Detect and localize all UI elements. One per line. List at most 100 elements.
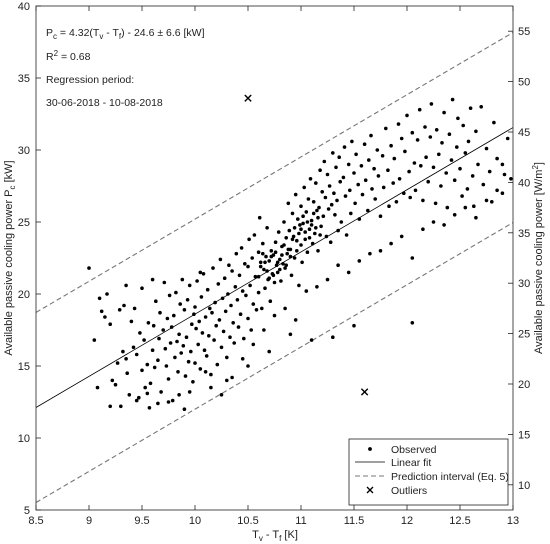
observed-point — [137, 395, 141, 400]
observed-point — [442, 223, 446, 227]
observed-point — [468, 106, 473, 110]
observed-point — [302, 185, 307, 190]
observed-point — [285, 251, 290, 256]
observed-point — [145, 391, 150, 396]
observed-point — [310, 241, 315, 246]
observed-point — [359, 164, 364, 168]
observed-point — [314, 226, 318, 230]
observed-point — [329, 202, 334, 207]
observed-point — [315, 208, 319, 213]
observed-point — [317, 205, 321, 210]
observed-point — [236, 325, 241, 329]
y-right-tick-label: 25 — [518, 329, 530, 341]
regression-period-label: Regression period: — [46, 74, 134, 86]
observed-point — [341, 175, 346, 180]
observed-point — [307, 227, 312, 231]
x-tick-label: 9 — [86, 515, 92, 527]
y-right-tick-label: 55 — [518, 26, 530, 38]
observed-point — [134, 398, 139, 403]
observed-point — [198, 270, 203, 275]
observed-point — [327, 184, 332, 188]
observed-point — [247, 237, 251, 242]
observed-point — [352, 323, 356, 328]
observed-point — [240, 357, 245, 361]
x-tick-label: 10 — [189, 515, 201, 527]
observed-point — [175, 339, 179, 344]
observed-point — [269, 254, 274, 259]
observed-point — [440, 141, 444, 145]
observed-point — [252, 233, 257, 237]
observed-point — [105, 292, 109, 296]
observed-point — [238, 312, 243, 317]
observed-point — [484, 198, 489, 203]
observed-point — [220, 296, 225, 301]
observed-point — [156, 358, 160, 363]
observed-point — [227, 263, 231, 268]
x-tick-label: 8.5 — [28, 515, 43, 527]
observed-point — [290, 211, 295, 216]
observed-point — [281, 262, 285, 266]
observed-point — [297, 231, 301, 236]
observed-point — [179, 351, 183, 355]
observed-point — [352, 171, 356, 175]
observed-point — [267, 349, 272, 354]
observed-point — [131, 345, 136, 350]
y-right-tick-label: 50 — [518, 77, 530, 89]
observed-point — [366, 208, 370, 213]
observed-point — [421, 198, 425, 203]
observed-point — [231, 321, 235, 325]
legend: Observed Linear fit Prediction interval … — [348, 438, 509, 506]
observed-point — [246, 264, 250, 269]
observed-point — [92, 338, 97, 342]
observed-point — [232, 341, 236, 345]
observed-point — [461, 123, 466, 128]
observed-point — [274, 263, 279, 268]
observed-point — [357, 259, 362, 263]
observed-point — [381, 185, 386, 190]
observed-point — [134, 352, 139, 357]
observed-point — [433, 201, 438, 206]
observed-point — [223, 309, 228, 314]
observed-point — [389, 143, 393, 148]
observed-point — [333, 213, 337, 217]
observed-point — [309, 223, 314, 227]
observed-point — [293, 192, 298, 197]
observed-point — [301, 214, 305, 218]
observed-point — [495, 156, 499, 161]
y-left-tick-label: 40 — [18, 1, 30, 13]
observed-point — [249, 328, 253, 332]
observed-point — [389, 241, 393, 246]
observed-point — [311, 211, 316, 216]
observed-point — [316, 249, 320, 253]
y-left-tick-label: 30 — [18, 145, 30, 157]
observed-point — [233, 285, 238, 289]
observed-point — [154, 299, 158, 304]
observed-point — [410, 321, 415, 325]
observed-point — [324, 234, 329, 239]
observed-point — [380, 154, 385, 158]
observed-point — [261, 251, 265, 256]
observed-point — [296, 217, 300, 221]
observed-point — [360, 192, 365, 197]
y-left-tick-label: 25 — [18, 217, 30, 229]
observed-point — [251, 302, 256, 306]
observed-point — [195, 279, 199, 283]
outlier-point — [360, 388, 369, 396]
observed-point — [199, 295, 204, 299]
observed-point — [145, 362, 150, 367]
observed-point — [363, 178, 368, 182]
observed-point — [258, 264, 263, 269]
observed-point — [161, 328, 165, 332]
observed-point — [307, 236, 312, 240]
observed-point — [339, 220, 344, 224]
observed-point — [148, 381, 153, 386]
observed-point — [200, 331, 205, 335]
observed-point — [261, 241, 265, 246]
observed-point — [181, 344, 186, 348]
observed-point — [222, 276, 227, 281]
observed-point — [397, 177, 402, 181]
prediction-interval-upper — [35, 32, 514, 313]
observed-point — [214, 323, 218, 328]
observed-point — [211, 266, 215, 270]
observed-point — [413, 188, 418, 193]
